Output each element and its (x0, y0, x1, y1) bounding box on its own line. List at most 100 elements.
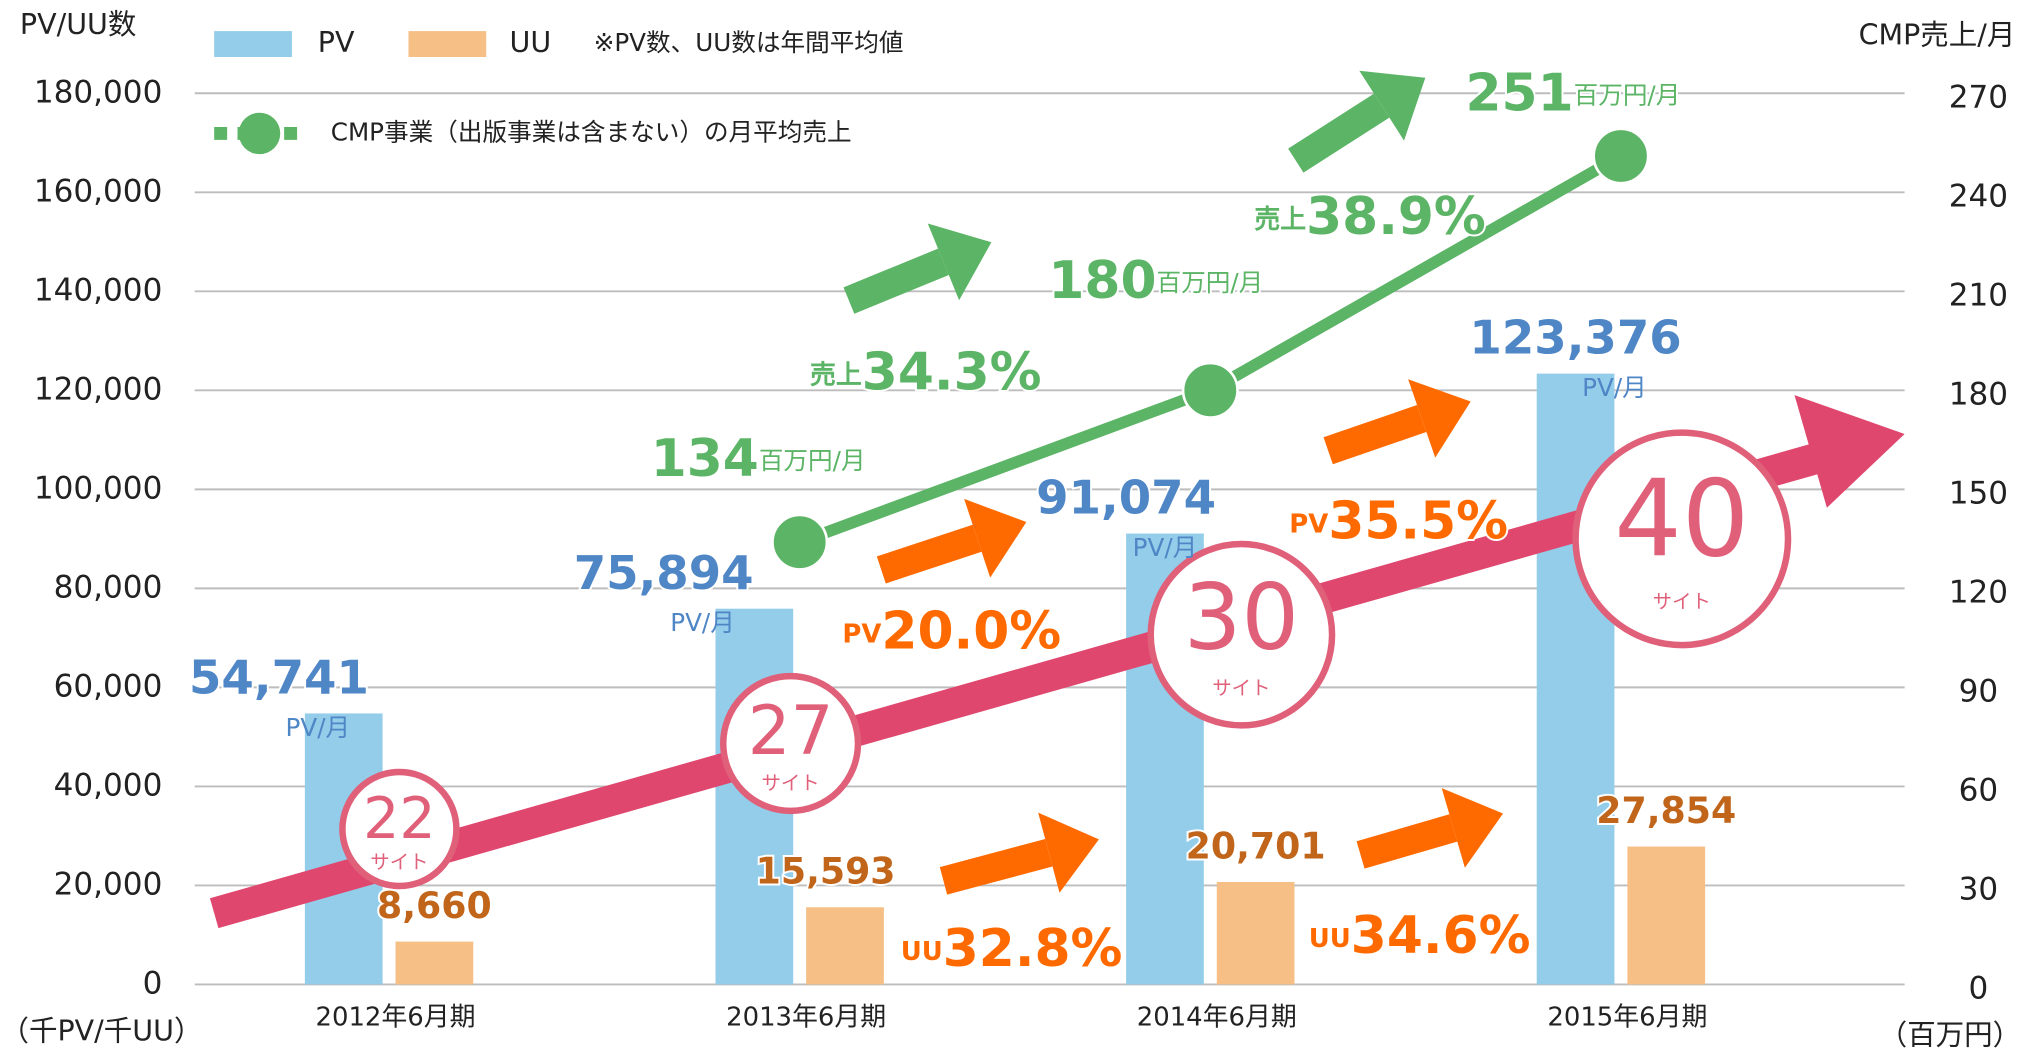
y-axis-unit: （千PV/千UU） (1, 1014, 203, 1047)
growth-prefix: PV (842, 619, 881, 649)
growth-prefix: PV (1289, 509, 1328, 539)
line-marker (1592, 127, 1650, 185)
growth-value: 34.3% (862, 343, 1042, 403)
legend-label: PV (318, 26, 355, 59)
trend-arrow (209, 442, 1825, 929)
growth-arrow (939, 838, 1053, 895)
site-circle (339, 768, 460, 890)
uu-value-label: 8,660 (377, 884, 492, 927)
y-tick-label: 120,000 (34, 371, 163, 407)
uu-value-label: 15,593 (756, 850, 896, 893)
pv-unit-label: PV/月 (286, 713, 351, 742)
growth-prefix: UU (1309, 924, 1351, 954)
legend-swatch (408, 31, 487, 57)
uu-value-label: 20,701 (1186, 824, 1326, 867)
y2-axis-unit: （百万円） (1879, 1018, 2021, 1051)
growth-value: 38.9% (1306, 187, 1486, 247)
x-tick-label: 2015年6月期 (1547, 1003, 1707, 1033)
pv-unit-label: PV/月 (1582, 373, 1647, 402)
value: 251 (1465, 63, 1573, 123)
growth-prefix: 売上 (1254, 205, 1306, 235)
growth-value: 20.0% (881, 602, 1061, 662)
site-label: サイト (1212, 677, 1270, 700)
growth-arrow-head (1359, 70, 1426, 141)
growth-arrow (1288, 93, 1390, 173)
value: 180 (1048, 251, 1156, 311)
y2-tick-label: 240 (1949, 178, 2008, 214)
site-circle (1572, 429, 1792, 649)
legend-swatch (214, 31, 292, 57)
growth-label: 売上38.9% (1254, 187, 1485, 247)
pv-value-label: 75,894 (574, 546, 754, 600)
growth-prefix: 売上 (810, 360, 862, 390)
growth-label: PV20.0% (842, 602, 1061, 662)
growth-arrow (876, 524, 982, 584)
growth-label: 売上34.3% (810, 343, 1041, 403)
y-tick-label: 100,000 (34, 470, 163, 506)
growth-label: UU32.8% (901, 919, 1123, 979)
growth-value: 32.8% (943, 919, 1123, 979)
value: 134 (651, 429, 759, 489)
y2-tick-label: 90 (1959, 674, 1999, 710)
x-tick-label: 2012年6月期 (316, 1003, 476, 1033)
y2-tick-label: 0 (1969, 971, 1989, 1007)
legend-note: ※PV数、UU数は年間平均値 (594, 28, 904, 57)
pv-value-label: 123,376 (1469, 311, 1681, 365)
unit: 百万円/月 (1574, 80, 1681, 109)
pv-value-label: 54,741 (189, 651, 369, 705)
site-count: 22 (363, 786, 436, 852)
y-tick-label: 160,000 (34, 173, 163, 209)
y-tick-label: 40,000 (54, 767, 163, 803)
unit: 百万円/月 (759, 446, 866, 475)
y2-tick-label: 120 (1949, 575, 2008, 611)
site-circle (720, 672, 862, 815)
y-tick-label: 140,000 (34, 272, 163, 308)
growth-arrow (1323, 405, 1427, 465)
y-tick-label: 80,000 (54, 569, 163, 605)
growth-label: UU34.6% (1309, 906, 1531, 966)
growth-arrow-head (964, 498, 1027, 578)
site-circle (1147, 540, 1336, 729)
growth-arrow-head (1441, 788, 1504, 868)
growth-arrow-head (927, 223, 992, 301)
site-count: 27 (748, 691, 834, 770)
unit: 百万円/月 (1157, 268, 1264, 297)
site-label: サイト (1653, 590, 1711, 613)
growth-value: 35.5% (1328, 492, 1508, 552)
growth-arrow (1356, 814, 1458, 869)
pv-value-label: 91,074 (1036, 471, 1216, 525)
pv-unit-label: PV/月 (670, 608, 735, 637)
line-value-label: 180百万円/月 (1048, 251, 1263, 311)
pv-unit-label: PV/月 (1133, 533, 1198, 562)
y-axis-title: PV/UU数 (20, 8, 136, 41)
growth-label: PV35.5% (1289, 492, 1508, 552)
growth-arrow-head (1408, 379, 1471, 458)
y2-tick-label: 150 (1949, 476, 2008, 512)
y2-tick-label: 210 (1949, 277, 2008, 313)
legend-marker (238, 112, 281, 155)
y-tick-label: 20,000 (54, 866, 163, 902)
site-label: サイト (370, 851, 428, 874)
line-marker (771, 513, 829, 571)
legend-label: CMP事業（出版事業は含まない）の月平均売上 (331, 117, 852, 146)
growth-prefix: UU (901, 937, 943, 967)
y-tick-label: 0 (143, 965, 163, 1001)
grid (194, 92, 1905, 986)
growth-value: 34.6% (1351, 906, 1531, 966)
legend-label: UU (510, 26, 552, 59)
bar (395, 941, 474, 985)
y2-axis-title: CMP売上/月 (1859, 18, 2016, 51)
y2-tick-label: 30 (1959, 872, 1999, 908)
site-count: 30 (1184, 566, 1299, 671)
site-label: サイト (761, 771, 819, 794)
y2-tick-label: 180 (1949, 377, 2008, 413)
site-count: 40 (1614, 457, 1749, 581)
growth-arrow (843, 248, 949, 314)
line-value-label: 251百万円/月 (1465, 63, 1680, 123)
line-marker (1181, 361, 1239, 419)
y-tick-label: 60,000 (54, 668, 163, 704)
y-tick-label: 180,000 (34, 74, 163, 110)
uu-value-label: 27,854 (1596, 789, 1736, 832)
x-tick-label: 2013年6月期 (726, 1003, 886, 1033)
